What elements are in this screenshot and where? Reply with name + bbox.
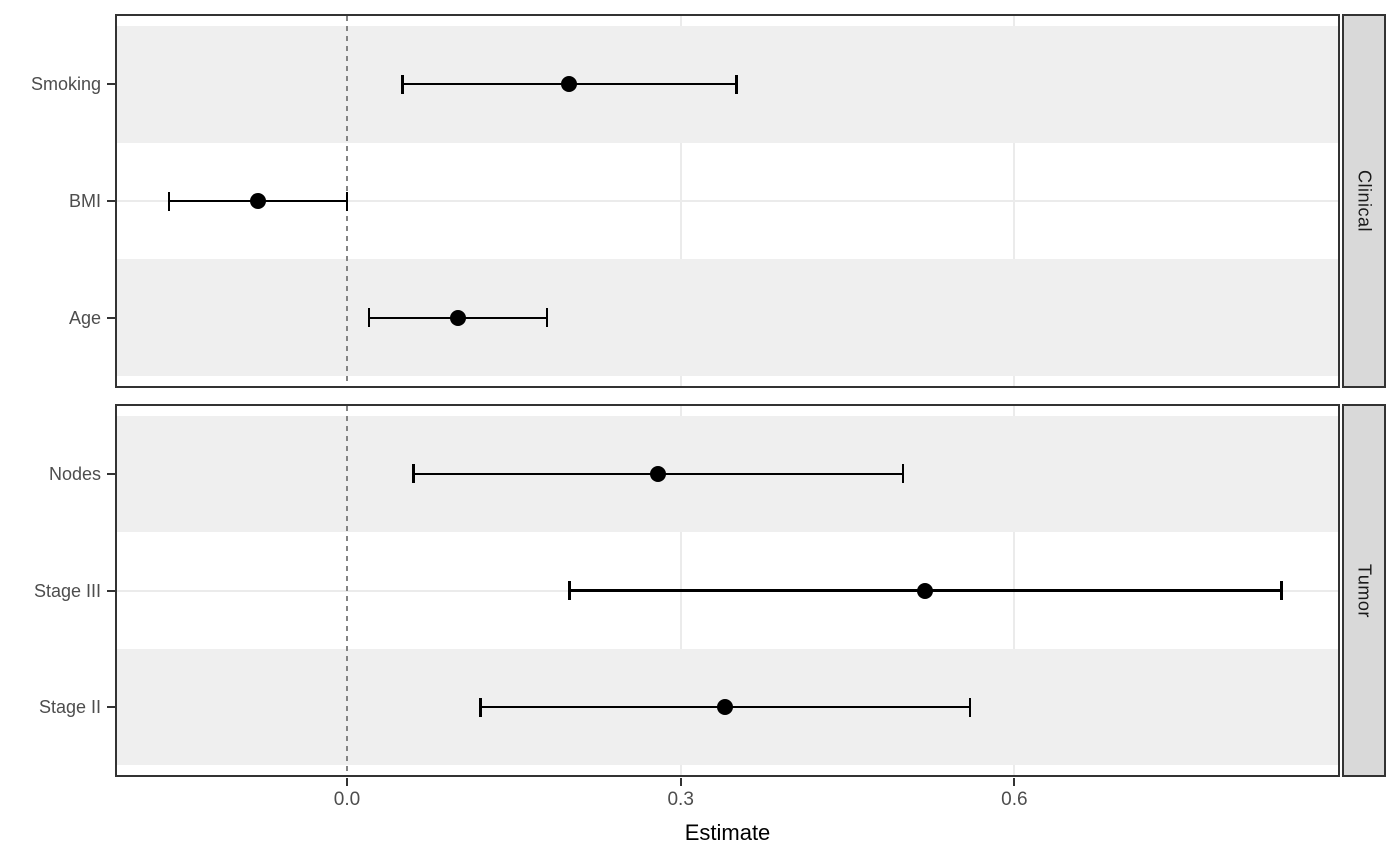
- point-estimate-bmi: [250, 193, 267, 209]
- facet-strip-clinical: Clinical: [1342, 14, 1386, 388]
- facet-panel-tumor: [115, 404, 1340, 777]
- x-tick-0.3: [679, 778, 682, 786]
- error-cap-low-age: [367, 308, 371, 328]
- x-axis-title: Estimate: [684, 820, 771, 845]
- x-tick-0.0: [346, 778, 348, 786]
- point-estimate-stage-iii: [917, 582, 934, 599]
- error-cap-low-stage-iii: [568, 581, 571, 600]
- facet-strip-label-clinical: Clinical: [1354, 169, 1375, 233]
- error-cap-low-nodes: [412, 464, 415, 484]
- row-label-age: Age: [68, 307, 101, 328]
- zero-reference-line: [346, 406, 348, 775]
- y-tick-nodes: [107, 472, 115, 475]
- y-tick-age: [107, 316, 115, 319]
- facet-strip-label-tumor: Tumor: [1354, 563, 1375, 618]
- row-label-stage-ii: Stage II: [38, 697, 101, 718]
- point-estimate-age: [450, 309, 467, 326]
- point-estimate-nodes: [650, 465, 667, 482]
- row-label-bmi: BMI: [68, 191, 101, 211]
- row-label-nodes: Nodes: [48, 463, 101, 484]
- y-tick-stage-ii: [107, 706, 115, 709]
- x-tick-label-0.6: 0.6: [1001, 789, 1028, 810]
- row-label-smoking: Smoking: [30, 74, 101, 95]
- row-stripe-age: [117, 259, 1338, 377]
- error-cap-low-smoking: [401, 74, 404, 94]
- y-tick-bmi: [107, 200, 115, 202]
- gridline-y-bmi: [117, 200, 1338, 202]
- y-tick-smoking: [107, 83, 115, 86]
- error-cap-high-bmi: [345, 191, 349, 211]
- x-tick-label-0.3: 0.3: [667, 789, 694, 810]
- point-estimate-stage-ii: [717, 699, 734, 716]
- error-cap-low-stage-ii: [479, 697, 482, 717]
- error-cap-high-stage-ii: [968, 697, 972, 717]
- error-cap-high-smoking: [735, 74, 738, 94]
- y-tick-stage-iii: [107, 589, 115, 592]
- facet-strip-tumor: Tumor: [1342, 404, 1386, 777]
- error-cap-low-bmi: [167, 191, 171, 211]
- row-label-stage-iii: Stage III: [33, 580, 101, 601]
- point-estimate-smoking: [561, 76, 578, 93]
- error-cap-high-age: [545, 308, 549, 328]
- error-cap-high-stage-iii: [1280, 581, 1283, 600]
- x-tick-label-0.0: 0.0: [333, 789, 361, 810]
- error-cap-high-nodes: [901, 464, 905, 484]
- x-tick-0.6: [1013, 778, 1016, 786]
- facet-panel-clinical: [115, 14, 1340, 388]
